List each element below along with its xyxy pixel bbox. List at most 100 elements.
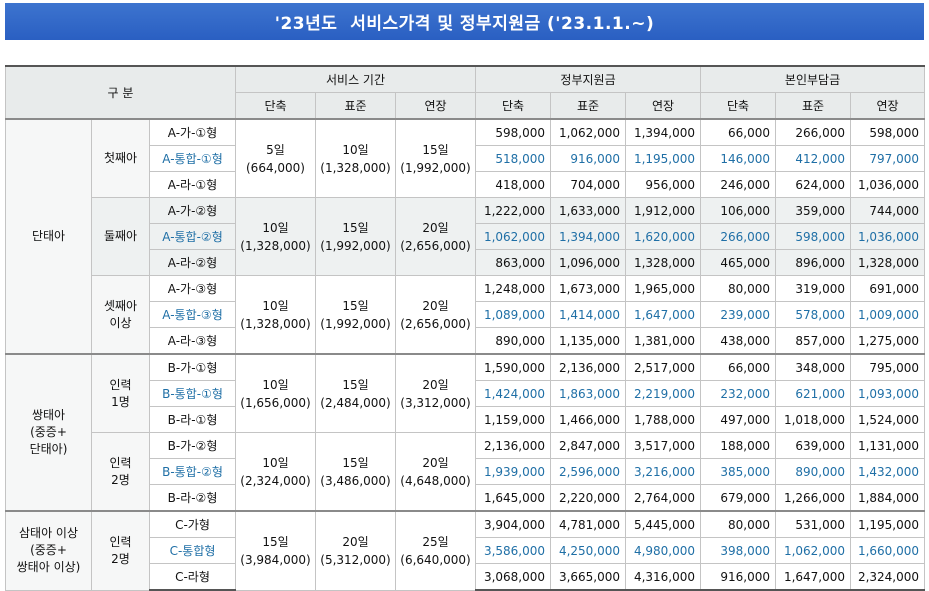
service-type-code: A-라-①형 xyxy=(149,171,236,198)
service-period-cell: 15일 (1,992,000) xyxy=(315,275,396,355)
self-pay-value: 385,000 xyxy=(700,458,777,485)
header-sub-extended: 연장 xyxy=(850,92,926,120)
service-type-code: B-가-①형 xyxy=(149,353,236,381)
service-type-code: B-가-②형 xyxy=(149,432,236,459)
gov-support-value: 1,788,000 xyxy=(625,406,702,433)
service-period-cell: 15일 (3,486,000) xyxy=(315,432,396,512)
gov-support-value: 2,847,000 xyxy=(550,432,627,459)
table-row: C-통합형 3,586,000 4,250,000 4,980,000 398,000 1… xyxy=(6,537,926,564)
header-sub-short: 단축 xyxy=(700,92,777,120)
self-pay-value: 1,432,000 xyxy=(850,458,926,485)
self-pay-value: 679,000 xyxy=(700,484,777,512)
header-category: 구 분 xyxy=(5,65,236,120)
self-pay-value: 1,018,000 xyxy=(775,406,852,433)
gov-support-value: 1,965,000 xyxy=(625,275,702,302)
gov-support-value: 1,939,000 xyxy=(475,458,552,485)
self-pay-value: 106,000 xyxy=(700,197,777,224)
self-pay-value: 266,000 xyxy=(775,118,852,146)
service-type-code: A-가-①형 xyxy=(149,118,236,146)
table-row: A-통합-①형 518,000 916,000 1,195,000 146,000 412… xyxy=(6,145,926,172)
gov-support-value: 1,414,000 xyxy=(550,301,627,328)
service-period-cell: 15일 (1,992,000) xyxy=(394,118,477,198)
table-row: 인력 2명 B-가-②형 10일 (2,324,000) 15일 (3,486,000… xyxy=(6,432,926,512)
self-pay-value: 896,000 xyxy=(775,249,852,276)
service-period-cell: 20일 (3,312,000) xyxy=(394,353,477,433)
gov-support-value: 4,316,000 xyxy=(625,563,702,591)
self-pay-value: 80,000 xyxy=(700,275,777,302)
group-label: 단태아 xyxy=(5,118,92,355)
gov-support-value: 1,062,000 xyxy=(475,223,552,250)
self-pay-value: 624,000 xyxy=(775,171,852,198)
self-pay-value: 412,000 xyxy=(775,145,852,172)
gov-support-value: 890,000 xyxy=(475,327,552,355)
self-pay-value: 1,266,000 xyxy=(775,484,852,512)
self-pay-value: 359,000 xyxy=(775,197,852,224)
header-sub-extended: 연장 xyxy=(394,92,477,120)
gov-support-value: 3,586,000 xyxy=(475,537,552,564)
self-pay-value: 797,000 xyxy=(850,145,926,172)
gov-support-value: 1,195,000 xyxy=(625,145,702,172)
self-pay-value: 188,000 xyxy=(700,432,777,459)
service-period-cell: 10일 (1,328,000) xyxy=(235,275,316,355)
self-pay-value: 497,000 xyxy=(700,406,777,433)
table-row: A-라-③형 890,000 1,135,000 1,381,000 438,000 85… xyxy=(6,327,926,355)
self-pay-value: 438,000 xyxy=(700,327,777,355)
group-label: 삼태아 이상 (중증+ 쌍태아 이상) xyxy=(5,510,92,591)
gov-support-value: 1,222,000 xyxy=(475,197,552,224)
self-pay-value: 398,000 xyxy=(700,537,777,564)
gov-support-value: 3,904,000 xyxy=(475,510,552,538)
page-title: '23년도 서비스가격 및 정부지원금 ('23.1.1.~) xyxy=(274,14,655,34)
header-self-pay: 본인부담금 xyxy=(700,65,926,93)
table-row: 단태아 첫째아 A-가-①형 5일 (664,000) 10일 (1,328,000) 1… xyxy=(5,118,926,355)
self-pay-value: 66,000 xyxy=(700,118,777,146)
gov-support-value: 916,000 xyxy=(550,145,627,172)
self-pay-value: 1,884,000 xyxy=(850,484,926,512)
table-row: 셋째아 이상 A-가-③형 10일 (1,328,000) 15일 (1,992,00… xyxy=(6,275,926,355)
self-pay-value: 621,000 xyxy=(775,380,852,407)
gov-support-value: 518,000 xyxy=(475,145,552,172)
self-pay-value: 598,000 xyxy=(850,118,926,146)
table-body: 단태아 첫째아 A-가-①형 5일 (664,000) 10일 (1,328,000) 1… xyxy=(5,118,926,591)
table-row: A-통합-③형 1,089,000 1,414,000 1,647,000 239,00… xyxy=(6,301,926,328)
header-sub-short: 단축 xyxy=(475,92,552,120)
self-pay-value: 857,000 xyxy=(775,327,852,355)
self-pay-value: 639,000 xyxy=(775,432,852,459)
self-pay-value: 1,524,000 xyxy=(850,406,926,433)
gov-support-value: 1,647,000 xyxy=(625,301,702,328)
subgroup-label: 인력 1명 xyxy=(91,353,150,433)
subgroup-label: 첫째아 xyxy=(91,118,150,198)
self-pay-value: 531,000 xyxy=(775,510,852,538)
header-sub-standard: 표준 xyxy=(550,92,627,120)
subgroup-label: 인력 2명 xyxy=(91,510,150,591)
gov-support-value: 2,136,000 xyxy=(475,432,552,459)
gov-support-value: 1,912,000 xyxy=(625,197,702,224)
gov-support-value: 1,620,000 xyxy=(625,223,702,250)
gov-support-value: 2,596,000 xyxy=(550,458,627,485)
self-pay-value: 1,009,000 xyxy=(850,301,926,328)
service-type-code: A-가-②형 xyxy=(149,197,236,224)
service-period-cell: 15일 (1,992,000) xyxy=(315,197,396,276)
gov-support-value: 1,645,000 xyxy=(475,484,552,512)
header-row-top: 구 분 서비스 기간 정부지원금 본인부담금 xyxy=(5,65,926,120)
page-title-banner: '23년도 서비스가격 및 정부지원금 ('23.1.1.~) xyxy=(5,3,924,40)
service-type-code: C-통합형 xyxy=(149,537,236,564)
gov-support-value: 418,000 xyxy=(475,171,552,198)
header-row-sub: 단축 표준 연장 단축 표준 연장 단축 표준 연장 xyxy=(6,92,926,120)
self-pay-value: 1,036,000 xyxy=(850,223,926,250)
self-pay-value: 691,000 xyxy=(850,275,926,302)
service-period-cell: 10일 (1,328,000) xyxy=(315,118,396,198)
service-period-cell: 10일 (1,328,000) xyxy=(235,197,316,276)
self-pay-value: 348,000 xyxy=(775,353,852,381)
gov-support-value: 1,248,000 xyxy=(475,275,552,302)
subgroup-label: 셋째아 이상 xyxy=(91,275,150,355)
self-pay-value: 266,000 xyxy=(700,223,777,250)
gov-support-value: 4,781,000 xyxy=(550,510,627,538)
self-pay-value: 246,000 xyxy=(700,171,777,198)
table-row: A-라-②형 863,000 1,096,000 1,328,000 465,000 89… xyxy=(6,249,926,276)
self-pay-value: 795,000 xyxy=(850,353,926,381)
self-pay-value: 2,324,000 xyxy=(850,563,926,591)
service-period-cell: 5일 (664,000) xyxy=(235,118,316,198)
self-pay-value: 80,000 xyxy=(700,510,777,538)
self-pay-value: 1,036,000 xyxy=(850,171,926,198)
service-type-code: C-가형 xyxy=(149,510,236,538)
